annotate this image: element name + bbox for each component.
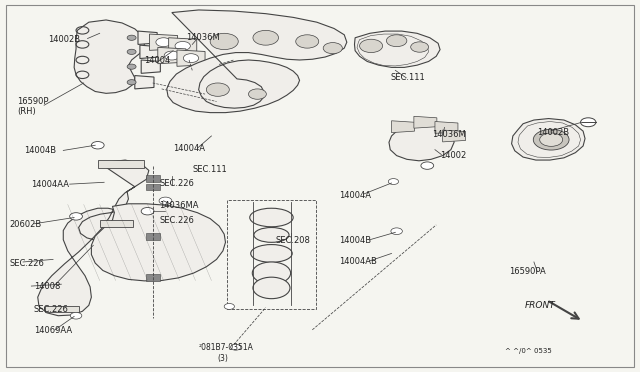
Text: ^ ^/0^ 0535: ^ ^/0^ 0535 xyxy=(505,348,552,354)
Polygon shape xyxy=(141,60,161,73)
Text: 20602B: 20602B xyxy=(10,221,42,230)
Polygon shape xyxy=(38,160,149,316)
Circle shape xyxy=(141,208,154,215)
Text: SEC.226: SEC.226 xyxy=(10,259,45,268)
Polygon shape xyxy=(74,20,145,93)
Circle shape xyxy=(156,38,172,46)
Circle shape xyxy=(323,42,342,54)
Text: 14004B: 14004B xyxy=(24,146,56,155)
Polygon shape xyxy=(140,45,159,58)
Circle shape xyxy=(230,344,241,350)
Text: 14004AB: 14004AB xyxy=(339,257,377,266)
Bar xyxy=(147,184,161,190)
Text: SEC.226: SEC.226 xyxy=(159,179,194,187)
Circle shape xyxy=(183,54,198,62)
Circle shape xyxy=(580,118,596,127)
Bar xyxy=(147,274,161,280)
Text: 14004AA: 14004AA xyxy=(31,180,69,189)
Circle shape xyxy=(210,33,238,49)
Text: SEC.226: SEC.226 xyxy=(34,305,68,314)
Polygon shape xyxy=(138,31,157,44)
Circle shape xyxy=(127,49,136,54)
Text: 14004A: 14004A xyxy=(339,191,371,200)
Circle shape xyxy=(127,64,136,69)
Text: SEC.111: SEC.111 xyxy=(192,165,227,174)
Circle shape xyxy=(248,89,266,99)
Text: 14036MA: 14036MA xyxy=(159,201,198,210)
Polygon shape xyxy=(169,38,196,54)
Text: SEC.208: SEC.208 xyxy=(275,236,310,246)
Bar xyxy=(100,220,133,227)
Circle shape xyxy=(159,197,172,205)
Text: 14004B: 14004B xyxy=(339,236,371,246)
Text: 14004: 14004 xyxy=(145,56,171,65)
Text: ²081B7-0351A: ²081B7-0351A xyxy=(198,343,253,352)
Circle shape xyxy=(175,41,190,50)
Polygon shape xyxy=(158,47,186,64)
Text: 14069AA: 14069AA xyxy=(34,326,72,335)
Bar xyxy=(147,175,161,182)
Circle shape xyxy=(391,228,403,235)
Polygon shape xyxy=(414,116,437,128)
Circle shape xyxy=(360,39,383,52)
Circle shape xyxy=(533,129,569,150)
Circle shape xyxy=(296,35,319,48)
Text: 14004A: 14004A xyxy=(173,144,205,153)
Ellipse shape xyxy=(250,208,293,227)
Bar xyxy=(98,160,144,168)
Circle shape xyxy=(421,162,434,169)
Polygon shape xyxy=(511,119,585,160)
Text: FRONT: FRONT xyxy=(524,301,555,310)
Polygon shape xyxy=(392,121,415,133)
Ellipse shape xyxy=(254,228,289,242)
Bar xyxy=(147,233,161,240)
Text: SEC.226: SEC.226 xyxy=(159,216,194,225)
Text: SEC.111: SEC.111 xyxy=(390,73,425,82)
Text: 16590PA: 16590PA xyxy=(509,267,546,276)
Text: 14002: 14002 xyxy=(440,151,467,160)
Text: 14036M: 14036M xyxy=(433,130,466,140)
Ellipse shape xyxy=(253,277,290,299)
Circle shape xyxy=(92,141,104,149)
Circle shape xyxy=(127,35,136,40)
Ellipse shape xyxy=(251,244,292,262)
Polygon shape xyxy=(389,122,454,161)
Polygon shape xyxy=(167,10,347,113)
Polygon shape xyxy=(150,34,177,50)
Circle shape xyxy=(540,133,563,146)
Text: (3): (3) xyxy=(218,354,228,363)
Text: 14002B: 14002B xyxy=(537,128,569,137)
Ellipse shape xyxy=(252,262,291,284)
Circle shape xyxy=(411,42,429,52)
Circle shape xyxy=(253,31,278,45)
Polygon shape xyxy=(92,204,225,281)
Circle shape xyxy=(70,213,83,220)
Circle shape xyxy=(70,312,82,319)
Circle shape xyxy=(224,304,234,310)
Polygon shape xyxy=(135,76,154,89)
Text: 14008: 14008 xyxy=(34,282,60,291)
Text: 16590P
(RH): 16590P (RH) xyxy=(17,97,49,116)
Polygon shape xyxy=(355,31,440,67)
Circle shape xyxy=(387,35,407,46)
Circle shape xyxy=(206,83,229,96)
Bar xyxy=(45,306,79,312)
Text: 14036M: 14036M xyxy=(186,33,220,42)
Bar xyxy=(227,200,316,309)
Circle shape xyxy=(127,80,136,85)
Text: 14002B: 14002B xyxy=(49,35,81,44)
Polygon shape xyxy=(443,130,466,142)
Circle shape xyxy=(388,179,399,185)
Polygon shape xyxy=(177,50,205,66)
Polygon shape xyxy=(435,122,458,134)
Circle shape xyxy=(164,51,179,60)
